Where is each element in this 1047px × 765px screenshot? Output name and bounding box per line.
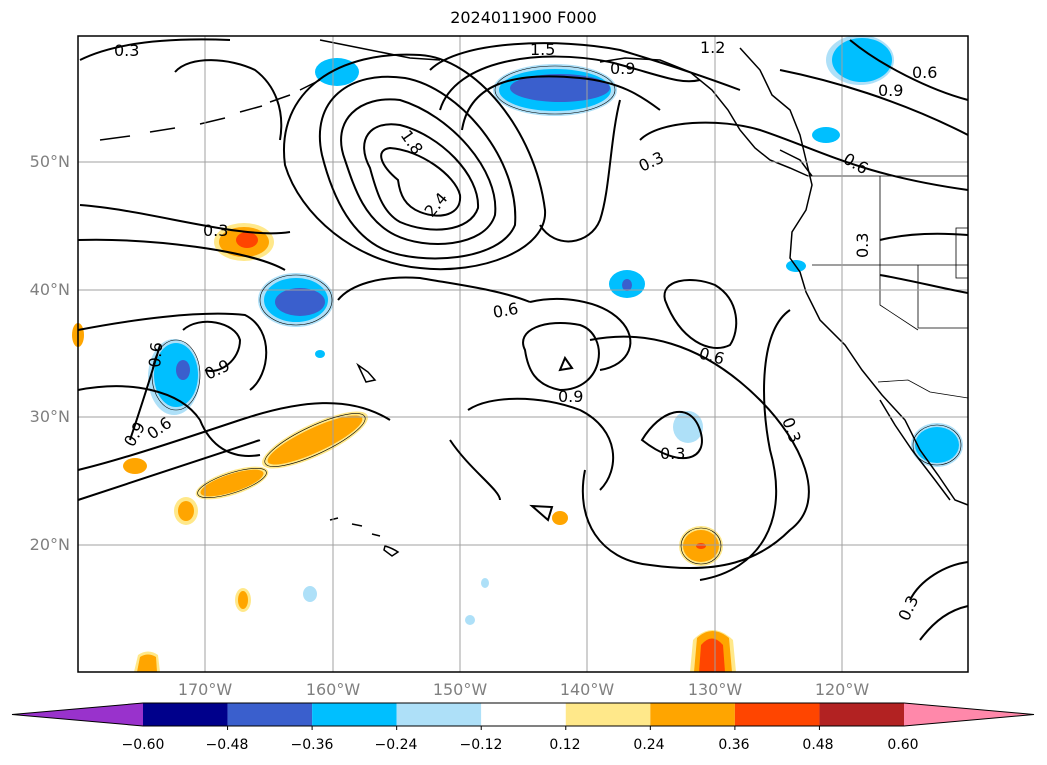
colorbar-tick-label: −0.48 [205, 737, 249, 753]
lon-label: 140°W [559, 680, 615, 699]
hawaii-islands [329, 517, 400, 557]
us-mexico-border [877, 379, 969, 399]
contour-label: 0.3 [636, 148, 667, 176]
contour-label: 1.5 [530, 40, 555, 59]
contour-label: 0.6 [145, 341, 166, 368]
colorbar-tick-label: 0.36 [718, 737, 750, 753]
colorbar-tick-label: −0.24 [374, 737, 418, 753]
colorbar-tick-label: −0.60 [121, 737, 165, 753]
contour-label: 0.6 [840, 149, 872, 178]
lon-label: 150°W [432, 680, 488, 699]
map-title: 2024011900 F000 [450, 8, 597, 27]
contour-label: 0.9 [878, 81, 903, 100]
contour-label: 0.6 [491, 299, 519, 322]
lon-label: 160°W [305, 680, 361, 699]
contour-high-core [380, 146, 462, 217]
lon-label: 120°W [814, 680, 870, 699]
aleutian-islands [99, 79, 321, 141]
colorbar-outline [11, 702, 1035, 727]
map-frame [77, 35, 969, 673]
lat-label: 20°N [29, 535, 70, 554]
colorbar-extend-low [12, 703, 143, 726]
colorbar-tick-label: −0.12 [459, 737, 503, 753]
colorbar [11, 702, 1035, 730]
contour-0.3-north [79, 38, 231, 61]
colorbar-tick-label: 0.24 [633, 737, 665, 753]
colorbar-segment [143, 703, 228, 726]
colorbar-segment [650, 703, 735, 726]
colorbar-tick-label: −0.36 [290, 737, 334, 753]
political-borders [808, 175, 969, 399]
contour-label: 1.2 [700, 38, 725, 57]
contour-label: 0.3 [114, 41, 139, 60]
contour-label: 0.6 [912, 63, 937, 82]
colorbar-tick-label: 0.60 [887, 737, 919, 753]
contour-label: 0.3 [778, 415, 805, 445]
colorbar-segment [396, 703, 482, 726]
contour-0.6-mid [529, 298, 632, 371]
colorbar-extend-high [904, 703, 1034, 726]
contour-label: 0.9 [610, 59, 635, 78]
state-borders [812, 176, 969, 331]
contour-label: 0.9 [558, 387, 583, 406]
lat-label: 50°N [29, 152, 70, 171]
contour-label: 0.9 [120, 418, 149, 450]
anomaly-outlines [151, 65, 962, 565]
contour-high-outer [282, 53, 547, 271]
contour-label: 0.3 [660, 444, 685, 463]
colorbar-tick-label: 0.48 [802, 737, 834, 753]
contour-lines [77, 38, 969, 641]
colorbar-segment [565, 703, 651, 726]
lat-label: 40°N [29, 280, 70, 299]
alaska-coast [319, 39, 441, 61]
contour-label: 0.6 [143, 413, 175, 443]
lat-label: 30°N [29, 407, 70, 426]
contour-label-group: 0.3 1.5 1.2 0.9 0.6 0.9 1.8 2.4 0.3 0.6 … [114, 38, 937, 624]
colorbar-segment [819, 703, 904, 726]
vancouver-island [779, 149, 813, 177]
colorbar-tick-label: 0.12 [549, 737, 581, 753]
contour-gulf-loop [429, 42, 741, 91]
contour-label: 0.3 [853, 233, 872, 258]
colorbar-segment [227, 703, 313, 726]
lon-label: 170°W [177, 680, 233, 699]
contour-label: 0.3 [203, 221, 228, 240]
contour-label: 0.9 [202, 356, 233, 384]
colorbar-segment [312, 703, 397, 726]
shaded-fields [72, 35, 963, 672]
lon-label: 130°W [687, 680, 743, 699]
contour-label: 2.4 [421, 189, 452, 221]
colorbar-segment [734, 703, 820, 726]
contour-label: 0.3 [894, 593, 922, 624]
contour-east [663, 279, 738, 349]
west-coast-north-america [739, 47, 969, 506]
gridlines [78, 36, 968, 672]
colorbar-segment [481, 703, 566, 726]
contour-label: 1.8 [397, 126, 427, 158]
